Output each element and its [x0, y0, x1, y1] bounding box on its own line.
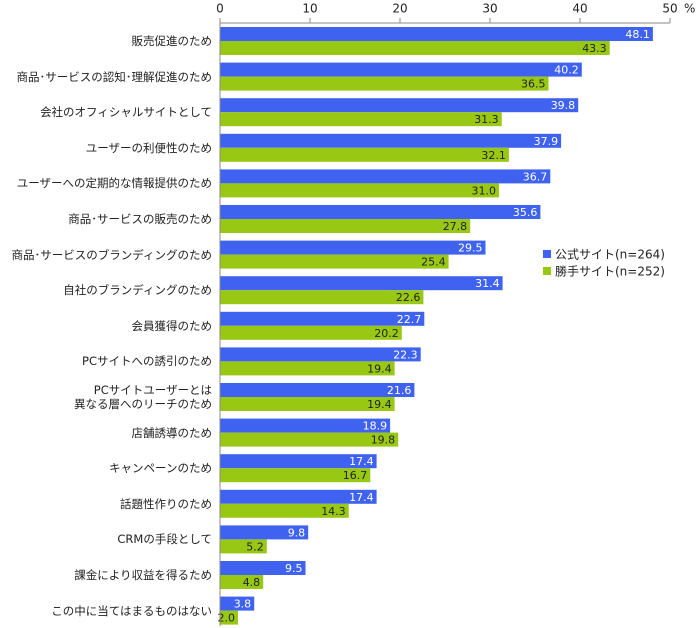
value-label: 27.8	[443, 220, 468, 233]
value-label: 39.8	[551, 99, 576, 112]
value-label: 31.0	[472, 184, 497, 197]
bar	[220, 325, 402, 340]
bar	[220, 489, 377, 504]
bar	[220, 383, 415, 397]
value-label: 5.2	[246, 540, 264, 553]
category-label: 商品･サービスの認知･理解促進のため	[16, 69, 213, 84]
bar	[220, 62, 582, 77]
value-label: 4.8	[243, 576, 261, 589]
x-tick-label: 0	[216, 2, 224, 16]
bar	[220, 276, 503, 291]
value-label: 36.7	[523, 170, 548, 183]
category-label: PCサイトへの誘引のため	[82, 354, 212, 369]
value-label: 29.5	[458, 242, 483, 255]
bar	[220, 525, 309, 540]
bar	[220, 596, 255, 611]
legend-swatch	[543, 250, 551, 258]
value-label: 37.9	[534, 135, 559, 148]
value-label: 18.9	[363, 420, 388, 433]
category-label: ユーザーへの定期的な情報提供のため	[16, 176, 212, 191]
bar	[220, 205, 541, 219]
bar	[220, 290, 424, 305]
bar	[220, 133, 562, 148]
x-tick-label: 20	[392, 2, 407, 16]
category-label: 販売促進のため	[131, 34, 213, 48]
x-tick-label: 50	[662, 2, 677, 16]
value-label: 48.1	[625, 28, 650, 41]
category-label: 課金により収益を得るため	[74, 568, 212, 582]
bar	[220, 169, 551, 184]
bar	[220, 98, 579, 113]
value-label: 16.7	[343, 469, 368, 482]
category-label: 自社のブランディングのため	[63, 283, 212, 298]
bar	[220, 418, 391, 433]
bar	[220, 147, 509, 162]
category-label: CRMの手段として	[117, 532, 212, 547]
bar	[220, 347, 421, 362]
bar	[220, 41, 610, 55]
value-label: 17.4	[349, 491, 374, 504]
bar	[220, 397, 395, 411]
bar	[220, 432, 399, 447]
bar	[220, 27, 653, 41]
value-label: 22.3	[393, 348, 418, 361]
value-label: 2.0	[218, 612, 236, 625]
category-label: 商品･サービスのブランディングのため	[11, 247, 212, 262]
value-label: 36.5	[521, 78, 546, 91]
bar	[220, 183, 499, 198]
bar	[220, 254, 449, 269]
bar	[220, 112, 502, 127]
bar	[220, 219, 471, 233]
value-label: 19.8	[371, 434, 396, 447]
value-label: 43.3	[582, 42, 607, 55]
value-label: 35.6	[513, 206, 538, 219]
legend-label: 公式サイト(n=264)	[555, 248, 665, 262]
value-label: 32.1	[481, 149, 506, 162]
category-label: 会員獲得のため	[131, 318, 213, 333]
legend-swatch	[543, 267, 551, 275]
bar	[220, 610, 238, 625]
category-label: 話題性作りのため	[120, 496, 212, 511]
value-label: 19.4	[367, 362, 392, 375]
category-label: 会社のオフィシャルサイトとして	[40, 105, 212, 120]
x-tick-label: 40	[572, 2, 587, 16]
category-label: PCサイトユーザーとは 異なる層へのリーチのため	[74, 383, 212, 411]
bar	[220, 240, 486, 255]
bar	[220, 468, 371, 483]
legend-label: 勝手サイト(n=252)	[555, 264, 665, 279]
x-tick-label: 10	[302, 2, 317, 16]
value-label: 17.4	[349, 455, 374, 468]
bar	[220, 76, 549, 91]
value-label: 14.3	[321, 505, 346, 518]
category-label: 店舗誘導のため	[131, 425, 213, 440]
value-label: 22.7	[397, 313, 422, 326]
value-label: 20.2	[374, 327, 399, 340]
value-label: 19.4	[367, 398, 392, 411]
bar	[220, 539, 267, 554]
category-label: ユーザーの利便性のため	[85, 140, 212, 155]
category-label: 商品･サービスの販売のため	[68, 212, 212, 226]
bar	[220, 575, 264, 589]
value-label: 9.8	[288, 526, 306, 539]
value-label: 9.5	[285, 562, 303, 575]
bar	[220, 311, 425, 326]
category-label: キャンペーンのため	[109, 461, 212, 476]
x-unit: %	[684, 2, 695, 16]
bar	[220, 454, 377, 469]
bar	[220, 561, 306, 575]
value-label: 31.4	[475, 277, 500, 290]
value-label: 22.6	[396, 291, 421, 304]
bar	[220, 503, 349, 518]
value-label: 31.3	[474, 113, 499, 126]
value-label: 21.6	[387, 384, 412, 397]
value-label: 3.8	[234, 598, 252, 611]
value-label: 25.4	[421, 256, 446, 269]
bar	[220, 361, 395, 376]
x-tick-label: 30	[482, 2, 497, 16]
category-label: この中に当てはまるものはない	[51, 603, 212, 618]
value-label: 40.2	[554, 64, 579, 77]
